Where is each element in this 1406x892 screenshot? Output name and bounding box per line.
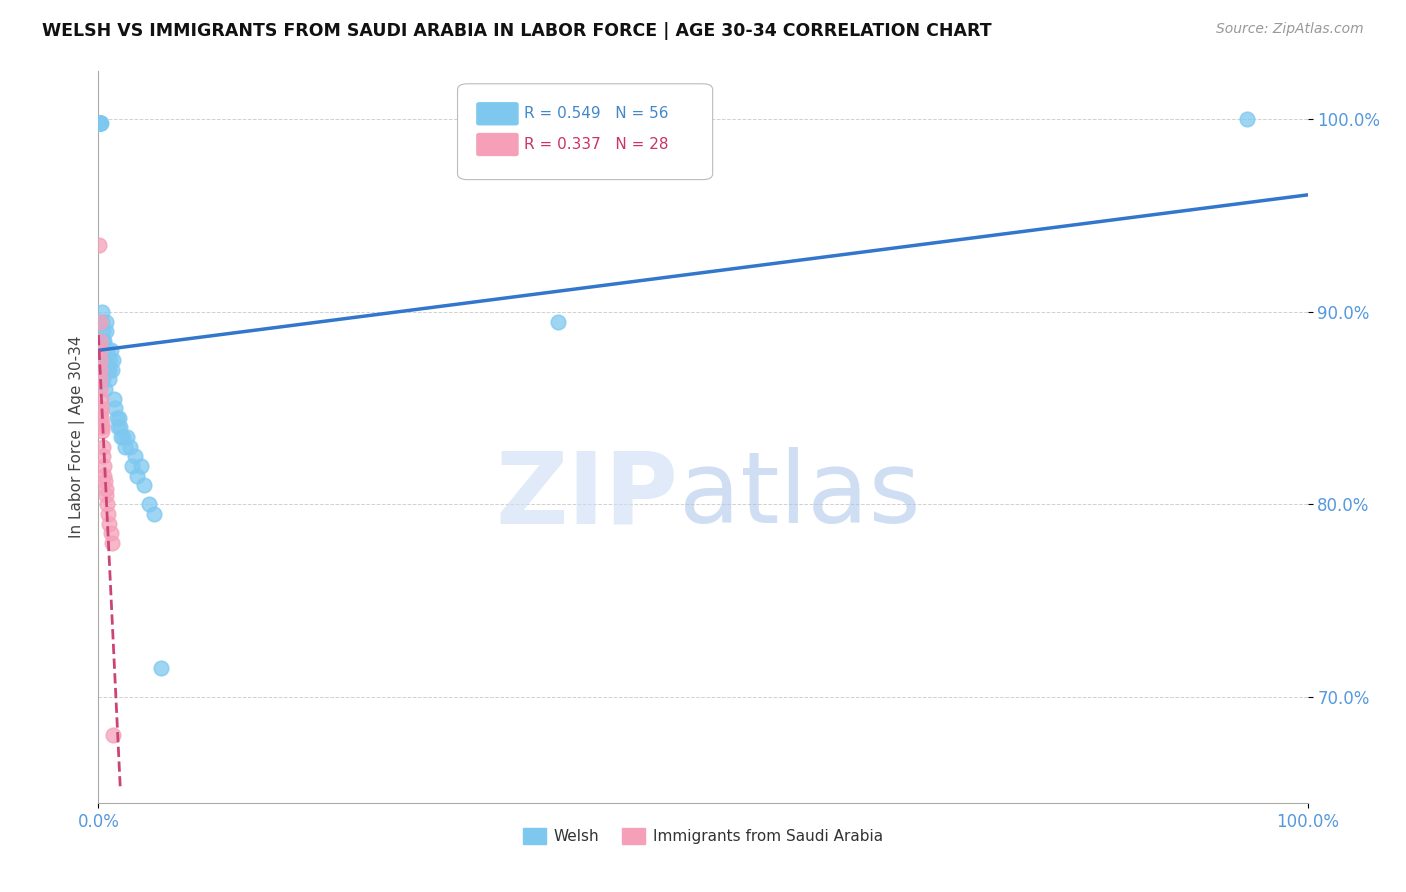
Point bbox=[91, 372, 114, 386]
Point bbox=[89, 116, 111, 130]
Point bbox=[97, 362, 120, 376]
Point bbox=[98, 353, 121, 368]
FancyBboxPatch shape bbox=[457, 84, 713, 179]
Point bbox=[89, 116, 111, 130]
Point bbox=[96, 488, 118, 502]
Point bbox=[89, 116, 111, 130]
Text: R = 0.337   N = 28: R = 0.337 N = 28 bbox=[524, 137, 668, 152]
FancyBboxPatch shape bbox=[477, 103, 517, 125]
Point bbox=[89, 116, 111, 130]
Point bbox=[90, 116, 112, 130]
Point bbox=[89, 116, 111, 130]
Point bbox=[91, 324, 114, 338]
Point bbox=[89, 362, 111, 376]
Point bbox=[134, 478, 156, 492]
Point bbox=[93, 334, 115, 348]
Point bbox=[111, 430, 134, 444]
Point bbox=[108, 410, 131, 425]
Point bbox=[124, 450, 146, 464]
Point bbox=[94, 324, 117, 338]
Point bbox=[89, 116, 111, 130]
Point bbox=[91, 315, 114, 329]
Point bbox=[90, 343, 112, 358]
Point bbox=[90, 401, 112, 416]
Point bbox=[96, 343, 118, 358]
Point bbox=[89, 343, 111, 358]
Text: WELSH VS IMMIGRANTS FROM SAUDI ARABIA IN LABOR FORCE | AGE 30-34 CORRELATION CHA: WELSH VS IMMIGRANTS FROM SAUDI ARABIA IN… bbox=[42, 22, 991, 40]
Point bbox=[90, 372, 112, 386]
Point bbox=[90, 410, 112, 425]
Text: Source: ZipAtlas.com: Source: ZipAtlas.com bbox=[1216, 22, 1364, 37]
Point bbox=[89, 237, 111, 252]
Point bbox=[98, 516, 121, 531]
Point bbox=[97, 507, 120, 521]
Point bbox=[91, 440, 114, 454]
Text: atlas: atlas bbox=[679, 447, 921, 544]
Point bbox=[90, 392, 112, 406]
Point bbox=[96, 315, 118, 329]
Point bbox=[105, 410, 128, 425]
Point bbox=[89, 334, 111, 348]
Point bbox=[114, 440, 136, 454]
Point bbox=[91, 450, 114, 464]
Text: R = 0.549   N = 56: R = 0.549 N = 56 bbox=[524, 106, 668, 121]
Point bbox=[100, 343, 122, 358]
Point bbox=[90, 353, 112, 368]
Point bbox=[93, 362, 115, 376]
Point bbox=[89, 315, 111, 329]
Point bbox=[107, 420, 129, 434]
Point bbox=[93, 458, 115, 473]
Point bbox=[94, 382, 117, 396]
Point bbox=[129, 458, 152, 473]
Point bbox=[94, 475, 117, 489]
Point bbox=[91, 334, 114, 348]
Text: ZIP: ZIP bbox=[496, 447, 679, 544]
Point bbox=[121, 458, 143, 473]
Point bbox=[96, 353, 118, 368]
Point bbox=[89, 116, 111, 130]
Y-axis label: In Labor Force | Age 30-34: In Labor Force | Age 30-34 bbox=[69, 335, 84, 539]
Point bbox=[89, 372, 111, 386]
Point bbox=[90, 362, 112, 376]
Point bbox=[91, 425, 114, 439]
Point bbox=[94, 482, 117, 496]
Point bbox=[91, 305, 114, 319]
FancyBboxPatch shape bbox=[477, 134, 517, 155]
Point bbox=[108, 420, 131, 434]
Legend: Welsh, Immigrants from Saudi Arabia: Welsh, Immigrants from Saudi Arabia bbox=[517, 822, 889, 850]
Point bbox=[104, 401, 127, 416]
Point bbox=[138, 498, 160, 512]
Point bbox=[98, 362, 121, 376]
Point bbox=[93, 468, 115, 483]
Point bbox=[1236, 112, 1258, 127]
Point bbox=[90, 362, 112, 376]
Point bbox=[91, 353, 114, 368]
Point bbox=[101, 728, 124, 742]
Point bbox=[90, 420, 112, 434]
Point bbox=[103, 392, 125, 406]
Point bbox=[100, 526, 122, 541]
Point bbox=[100, 536, 122, 550]
Point bbox=[150, 661, 173, 675]
Point bbox=[117, 430, 139, 444]
Point bbox=[101, 353, 124, 368]
Point bbox=[89, 382, 111, 396]
Point bbox=[127, 468, 149, 483]
Point bbox=[96, 498, 118, 512]
Point bbox=[89, 116, 111, 130]
Point bbox=[89, 353, 111, 368]
Point bbox=[110, 430, 132, 444]
Point bbox=[89, 116, 111, 130]
Point bbox=[97, 372, 120, 386]
Point bbox=[547, 315, 569, 329]
Point bbox=[118, 440, 141, 454]
Point bbox=[100, 362, 122, 376]
Point bbox=[143, 507, 166, 521]
Point bbox=[90, 417, 112, 431]
Point bbox=[90, 405, 112, 419]
